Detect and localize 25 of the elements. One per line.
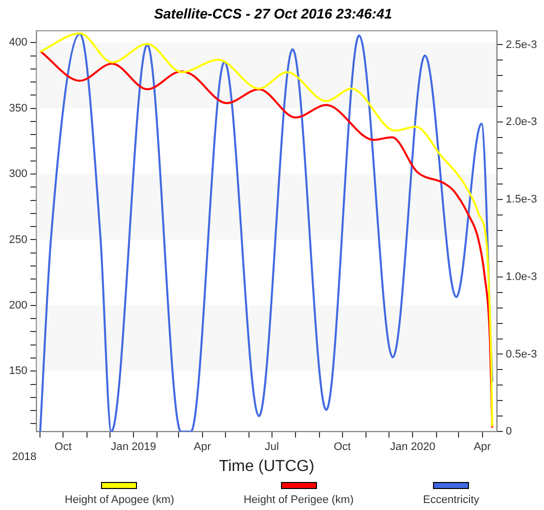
x-tick-label: Jul [264,441,279,454]
y-tick-label: 400 [8,36,28,49]
legend-label: Height of Apogee (km) [64,494,174,506]
y-tick-label: 150 [8,365,28,378]
y-tick-label: 300 [8,168,28,180]
x-tick-label: Apr [194,441,212,454]
y2-tick-label: 1.0e-3 [506,270,538,283]
text: 2018 [12,451,36,464]
y2-tick-label: 2.5e-3 [506,38,538,51]
y-tick-label: 350 [8,102,28,114]
x-tick-label: Apr [474,441,492,454]
y2-tick-label: 2.0e-3 [506,116,538,128]
y2-tick-label: 1.5e-3 [506,194,538,206]
x-tick-label: Oct [334,441,351,454]
x-tick-label: Jan 2019 [110,441,156,454]
y-tick-label: 250 [8,234,28,246]
x-axis-title: Time (UTCG) [218,458,314,475]
chart-title: Satellite-CCS - 27 Oct 2016 23:46:41 [154,5,392,22]
y-tick-label: 200 [8,299,28,312]
y2-tick-label: 0 [506,426,512,438]
y2-tick-label: 0.5e-3 [506,348,538,360]
legend-label: Height of Perigee (km) [244,494,354,506]
x-tick-label: Oct [54,441,72,454]
legend-label: Eccentricity [423,494,480,506]
x-tick-label: Jan 2020 [390,441,436,454]
